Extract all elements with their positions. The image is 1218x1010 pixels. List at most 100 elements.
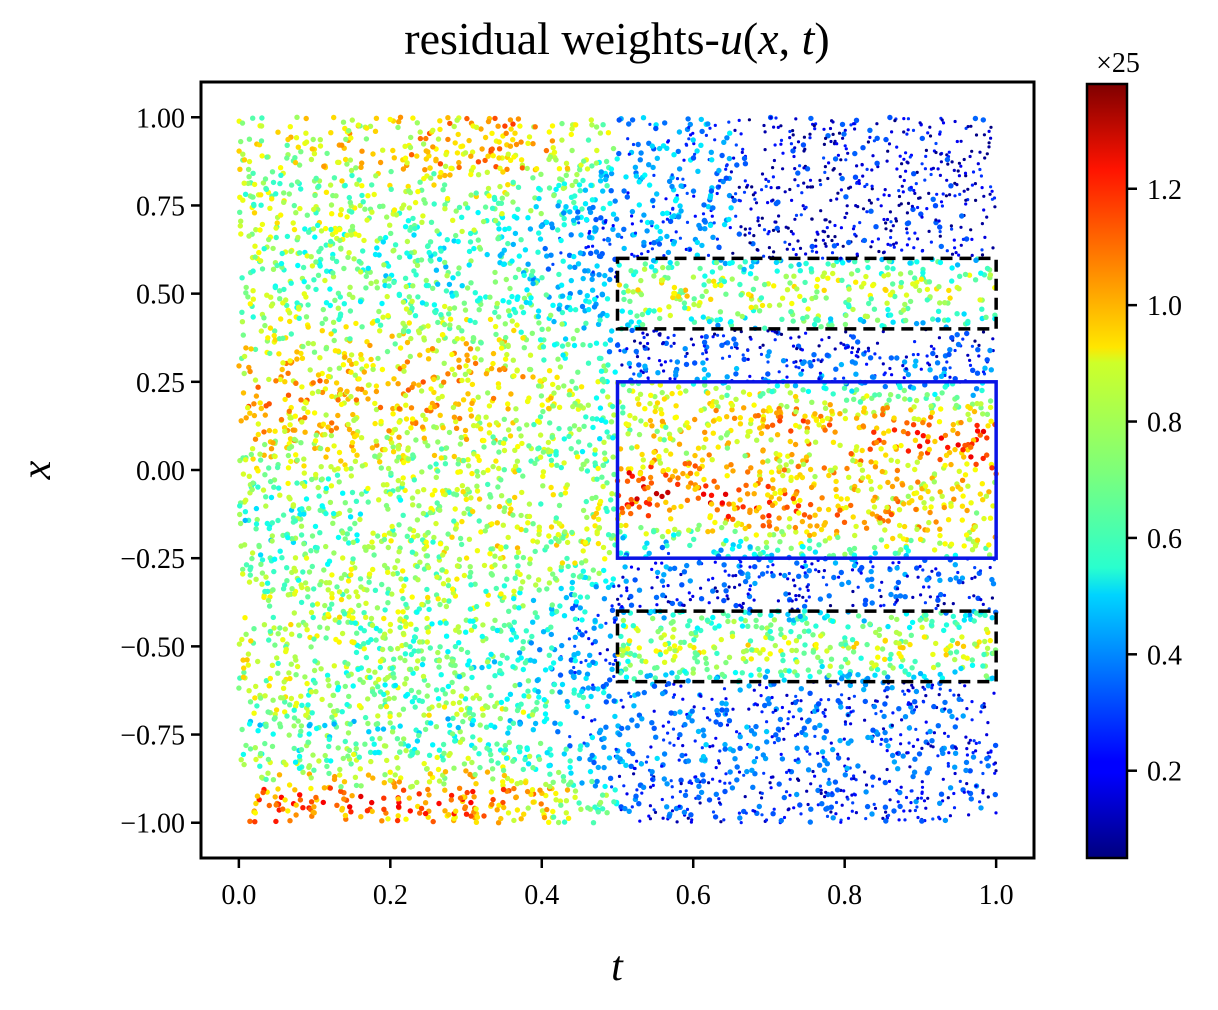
- scatter-point: [479, 146, 485, 152]
- scatter-point: [437, 118, 443, 124]
- scatter-point: [718, 801, 722, 805]
- scatter-point: [415, 658, 421, 664]
- scatter-point: [626, 191, 630, 195]
- scatter-point: [455, 469, 461, 475]
- scatter-point: [986, 795, 990, 799]
- scatter-point: [423, 135, 429, 142]
- scatter-point: [650, 247, 655, 251]
- scatter-point: [752, 580, 758, 587]
- scatter-point: [633, 348, 639, 355]
- scatter-point: [975, 347, 981, 353]
- scatter-point: [321, 785, 328, 791]
- scatter-point: [322, 752, 328, 759]
- scatter-point: [368, 758, 374, 765]
- scatter-point: [779, 316, 785, 322]
- scatter-point: [959, 575, 966, 581]
- scatter-point: [713, 123, 717, 127]
- scatter-point: [801, 603, 808, 610]
- scatter-point: [714, 650, 720, 657]
- scatter-point: [519, 489, 525, 496]
- scatter-point: [654, 561, 658, 565]
- scatter-point: [652, 393, 658, 400]
- scatter-point: [638, 819, 642, 823]
- scatter-point: [344, 214, 350, 220]
- scatter-point: [682, 346, 688, 352]
- scatter-point: [706, 318, 713, 325]
- scatter-point: [505, 151, 511, 157]
- scatter-point: [563, 172, 569, 178]
- scatter-point: [467, 618, 473, 624]
- scatter-point: [478, 340, 484, 346]
- scatter-point: [861, 280, 867, 287]
- scatter-point: [625, 742, 632, 748]
- scatter-point: [500, 522, 506, 528]
- scatter-point: [783, 190, 787, 194]
- scatter-point: [611, 506, 617, 512]
- scatter-point: [356, 703, 363, 709]
- scatter-point: [605, 237, 612, 243]
- scatter-point: [501, 772, 508, 779]
- scatter-point: [770, 695, 774, 700]
- scatter-point: [391, 155, 397, 161]
- scatter-point: [518, 512, 524, 519]
- scatter-point: [397, 624, 403, 631]
- scatter-point: [851, 644, 857, 650]
- scatter-point: [592, 460, 598, 466]
- scatter-point: [910, 422, 917, 428]
- scatter-point: [391, 207, 398, 213]
- scatter-point: [482, 528, 488, 534]
- scatter-point: [577, 594, 584, 600]
- scatter-point: [421, 546, 427, 552]
- scatter-point: [691, 594, 695, 599]
- scatter-point: [791, 133, 795, 137]
- scatter-point: [369, 182, 375, 188]
- scatter-point: [898, 175, 902, 179]
- scatter-point: [537, 236, 544, 242]
- scatter-point: [329, 714, 335, 720]
- scatter-point: [267, 350, 273, 357]
- scatter-point: [676, 736, 680, 741]
- scatter-point: [714, 507, 720, 513]
- scatter-point: [781, 677, 787, 683]
- scatter-point: [757, 575, 761, 579]
- scatter-point: [305, 324, 311, 330]
- scatter-point: [287, 702, 293, 708]
- scatter-point: [851, 227, 856, 231]
- scatter-point: [941, 192, 945, 196]
- scatter-point: [427, 464, 433, 470]
- scatter-point: [277, 625, 283, 631]
- scatter-point: [648, 264, 655, 270]
- scatter-point: [577, 221, 581, 225]
- scatter-point: [602, 238, 606, 242]
- scatter-point: [905, 305, 911, 312]
- scatter-point: [377, 203, 383, 210]
- scatter-point: [514, 554, 520, 560]
- scatter-point: [641, 239, 647, 246]
- scatter-point: [348, 473, 354, 479]
- scatter-point: [763, 539, 770, 546]
- scatter-point: [939, 675, 946, 681]
- scatter-point: [812, 359, 816, 363]
- scatter-point: [804, 599, 808, 603]
- scatter-point: [616, 282, 623, 288]
- scatter-point: [557, 603, 563, 609]
- scatter-point: [462, 427, 469, 434]
- scatter-point: [475, 237, 481, 243]
- scatter-point: [299, 702, 305, 708]
- scatter-point: [984, 452, 990, 458]
- scatter-point: [255, 484, 261, 490]
- scatter-point: [753, 623, 759, 630]
- scatter-point: [663, 564, 669, 570]
- scatter-point: [794, 791, 800, 798]
- scatter-point: [670, 809, 675, 813]
- scatter-point: [892, 444, 898, 450]
- scatter-point: [848, 271, 855, 277]
- scatter-point: [852, 776, 856, 781]
- scatter-point: [658, 406, 664, 413]
- scatter-point: [773, 338, 777, 342]
- scatter-point: [966, 187, 970, 191]
- scatter-point: [571, 199, 577, 206]
- scatter-point: [463, 341, 469, 347]
- scatter-point: [395, 124, 401, 131]
- scatter-point: [496, 314, 502, 320]
